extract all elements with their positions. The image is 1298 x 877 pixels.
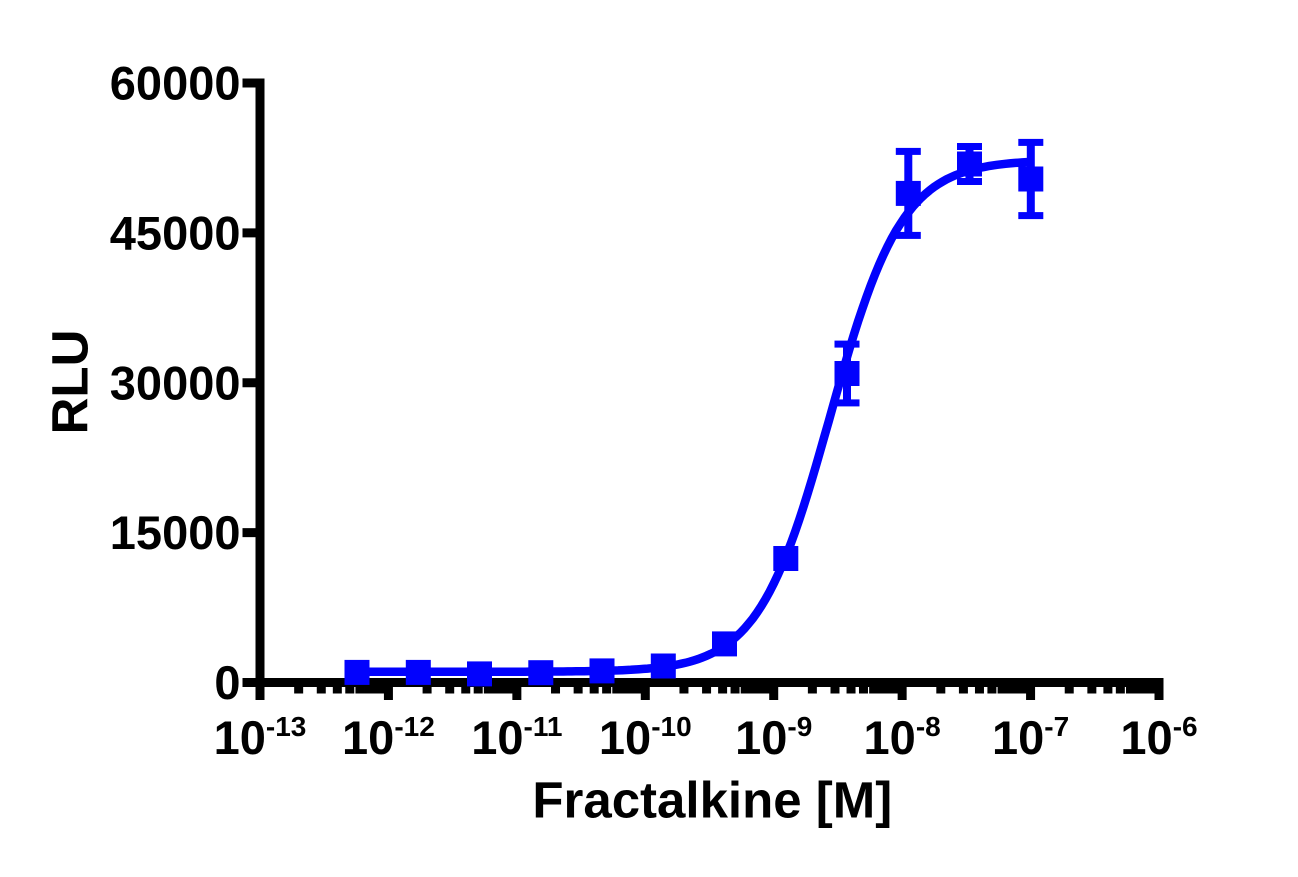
svg-text:Fractalkine [M]: Fractalkine [M] (532, 772, 892, 829)
svg-text:RLU: RLU (42, 330, 99, 435)
svg-text:0: 0 (214, 656, 240, 709)
svg-text:10-8: 10-8 (864, 711, 941, 764)
svg-text:10-7: 10-7 (992, 711, 1069, 764)
svg-text:30000: 30000 (110, 356, 241, 409)
svg-text:60000: 60000 (110, 57, 241, 110)
svg-text:10-13: 10-13 (214, 711, 307, 764)
svg-text:45000: 45000 (110, 206, 241, 259)
svg-text:15000: 15000 (110, 506, 241, 559)
